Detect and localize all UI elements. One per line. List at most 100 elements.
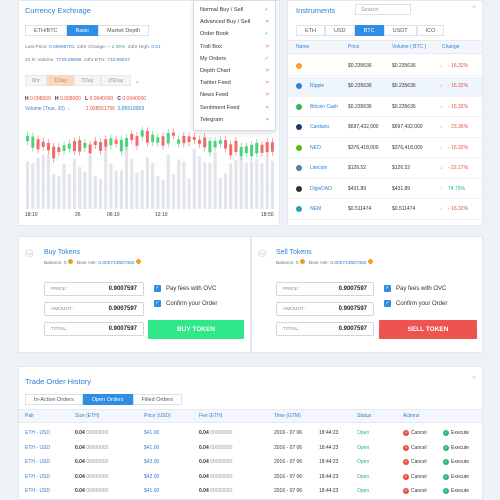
menu-item[interactable]: Telegram × xyxy=(200,117,269,123)
column-header[interactable]: Volume ( BTC ) xyxy=(392,44,427,50)
tab-market-depth[interactable]: Market Depth xyxy=(97,25,149,36)
field-value[interactable]: 0.9007597 xyxy=(338,286,367,292)
volume-bar xyxy=(104,142,108,209)
instrument-row[interactable]: Cardano $697,432,000 $697,432,000 ↓ - 23.36% xyxy=(288,118,482,138)
tab-inactive-orders[interactable]: In-Active Orders xyxy=(25,394,83,405)
range-15day[interactable]: 15Day xyxy=(100,75,131,86)
confirm-order-checkbox[interactable]: ✓ Confirm your Order xyxy=(154,300,217,307)
x-tick: 18:10 xyxy=(25,212,38,218)
candle-body xyxy=(125,137,129,147)
order-size: 0.04 00000000 xyxy=(75,445,108,451)
column-header[interactable]: Name xyxy=(296,44,310,50)
volume-bar xyxy=(72,159,77,209)
menu-item[interactable]: Normal Buy / Sell ✓ xyxy=(200,7,269,13)
instrument-volume: $0.511474 xyxy=(392,206,416,212)
order-size-zeros: 00000000 xyxy=(86,430,109,436)
volume-bar xyxy=(67,174,71,209)
instrument-row[interactable]: Bitcoin Cash $0.235636 $0.235636 ↓ - 16.32% xyxy=(288,97,482,117)
range-7day[interactable]: 7Day xyxy=(73,75,101,86)
menu-item[interactable]: Twitter Feed × xyxy=(200,80,269,86)
tab-eth[interactable]: ETH xyxy=(296,25,325,36)
last-price-label: Last Price: xyxy=(25,45,48,50)
menu-item[interactable]: My Orders ✓ xyxy=(200,56,269,62)
execute-button[interactable]: ✓ Execute xyxy=(443,459,469,465)
pay-fees-checkbox[interactable]: ✓ Pay fees with OVC xyxy=(384,285,446,292)
tab-btc[interactable]: BTC xyxy=(354,25,384,36)
order-size-main: 0.04 xyxy=(75,444,85,451)
tab-basic[interactable]: Basic xyxy=(66,25,98,36)
candle-body xyxy=(192,136,196,140)
cancel-button[interactable]: × Cancel xyxy=(403,444,427,451)
instrument-change: - 23.36% xyxy=(448,124,469,130)
instrument-row[interactable]: NEM $0.511474 $0.511474 ↓ - 16.32% xyxy=(288,200,482,220)
menu-item-label: My Orders xyxy=(200,55,227,62)
instrument-price: $0.235636 xyxy=(348,83,372,89)
total-field[interactable]: TOTAL : 0.9007597 xyxy=(276,322,374,336)
tab-usdt[interactable]: USDT xyxy=(383,25,417,36)
instrument-name: NEO xyxy=(310,144,321,151)
field-value[interactable]: 0.9007597 xyxy=(338,306,367,312)
checkbox-label: Pay fees with OVC xyxy=(166,285,217,292)
instrument-row[interactable]: DigixDAO $431.89 $431.89 ↑ 74.79% xyxy=(288,179,482,199)
price-field[interactable]: PRICE : 0.9007597 xyxy=(44,282,144,296)
order-fee-main: 0.04 xyxy=(199,459,209,465)
amount-field[interactable]: AMOUNT : 0.9007597 xyxy=(276,302,374,316)
candle-body xyxy=(213,141,217,148)
balance-value: 0 xyxy=(64,261,67,266)
execute-button[interactable]: ✓ Execute xyxy=(443,473,469,480)
menu-item[interactable]: Troll Box × xyxy=(200,44,269,50)
execute-button[interactable]: ✓ Execute xyxy=(443,488,469,494)
execute-button[interactable]: ✓ Execute xyxy=(443,430,469,436)
column-header[interactable]: Change xyxy=(442,44,460,50)
menu-item[interactable]: News Feed × xyxy=(200,92,269,98)
menu-item[interactable]: Order Book ✓ xyxy=(200,31,269,37)
amount-field[interactable]: AMOUNT : 0.9007597 xyxy=(44,302,144,316)
range-1day[interactable]: 1Day xyxy=(46,75,74,86)
field-value[interactable]: 0.9007597 xyxy=(338,326,367,332)
cancel-button[interactable]: × Cancel xyxy=(403,430,427,436)
instrument-row[interactable]: Ripple $0.235636 $0.235636 ↓ - 16.32% xyxy=(288,76,482,97)
menu-item[interactable]: Depth Chart × xyxy=(200,68,269,74)
tab-filled-orders[interactable]: Filled Orders xyxy=(132,394,183,405)
instrument-row[interactable]: $0.235636 $0.235636 ↓ - 16.32% xyxy=(288,56,482,76)
order-row: ETH - USD 0.04 00000000 $42.00 0.04 0000000… xyxy=(19,470,482,483)
info-icon xyxy=(68,259,74,264)
instrument-volume: $697,432,000 xyxy=(392,124,423,130)
price-field[interactable]: PRICE : 0.9007597 xyxy=(276,282,374,296)
checkbox-label: Confirm your Order xyxy=(166,300,218,307)
menu-item[interactable]: Advanced Buy / Sell × xyxy=(200,19,269,25)
tab-eth-btc[interactable]: ETH/BTC xyxy=(25,25,67,36)
cancel-button[interactable]: × Cancel xyxy=(403,473,427,480)
total-field[interactable]: TOTAL : 0.9007597 xyxy=(44,322,144,336)
close-icon[interactable]: × xyxy=(471,375,476,382)
cancel-button[interactable]: × Cancel xyxy=(403,459,427,465)
field-value[interactable]: 0.9007597 xyxy=(108,286,137,292)
candlestick-chart[interactable] xyxy=(25,117,275,209)
tab-usd[interactable]: USD xyxy=(325,25,355,36)
tab-ico[interactable]: ICO xyxy=(416,25,445,36)
candle-body xyxy=(36,139,40,150)
field-value[interactable]: 0.9007597 xyxy=(108,326,137,332)
order-fee-zeros: 00000000 xyxy=(210,444,233,451)
instrument-price: $376,418,000 xyxy=(348,144,379,151)
candle-body xyxy=(78,140,82,152)
order-size-zeros: 00000000 xyxy=(86,459,109,465)
ohlc-key-4: C xyxy=(117,96,121,102)
range-6hr[interactable]: 6hr xyxy=(25,75,47,86)
menu-item[interactable]: Sentiment Feed × xyxy=(200,105,269,111)
pay-fees-checkbox[interactable]: ✓ Pay fees with OVC xyxy=(154,285,216,292)
cancel-button[interactable]: × Cancel xyxy=(403,488,427,494)
sell-token-button[interactable]: SELL TOKEN xyxy=(379,320,477,339)
close-icon[interactable]: × xyxy=(471,4,476,11)
field-value[interactable]: 0.9007597 xyxy=(108,306,137,312)
execute-button[interactable]: ✓ Execute xyxy=(443,444,469,451)
confirm-order-checkbox[interactable]: ✓ Confirm your Order xyxy=(384,300,447,307)
search-input[interactable]: Search xyxy=(355,4,411,15)
instrument-row[interactable]: Litecoin $126.52 $126.52 ↓ - 22.17% xyxy=(288,159,482,179)
chevron-down-icon[interactable]: ⌄ xyxy=(134,77,141,85)
instrument-row[interactable]: NEO $376,418,000 $376,418,000 ↓ - 16.32% xyxy=(288,138,482,158)
column-header[interactable]: Price xyxy=(348,44,360,50)
tab-open-orders[interactable]: Open Orders xyxy=(82,394,133,405)
buy-token-button[interactable]: BUY TOKEN xyxy=(148,320,244,339)
coin-icon xyxy=(296,206,302,212)
